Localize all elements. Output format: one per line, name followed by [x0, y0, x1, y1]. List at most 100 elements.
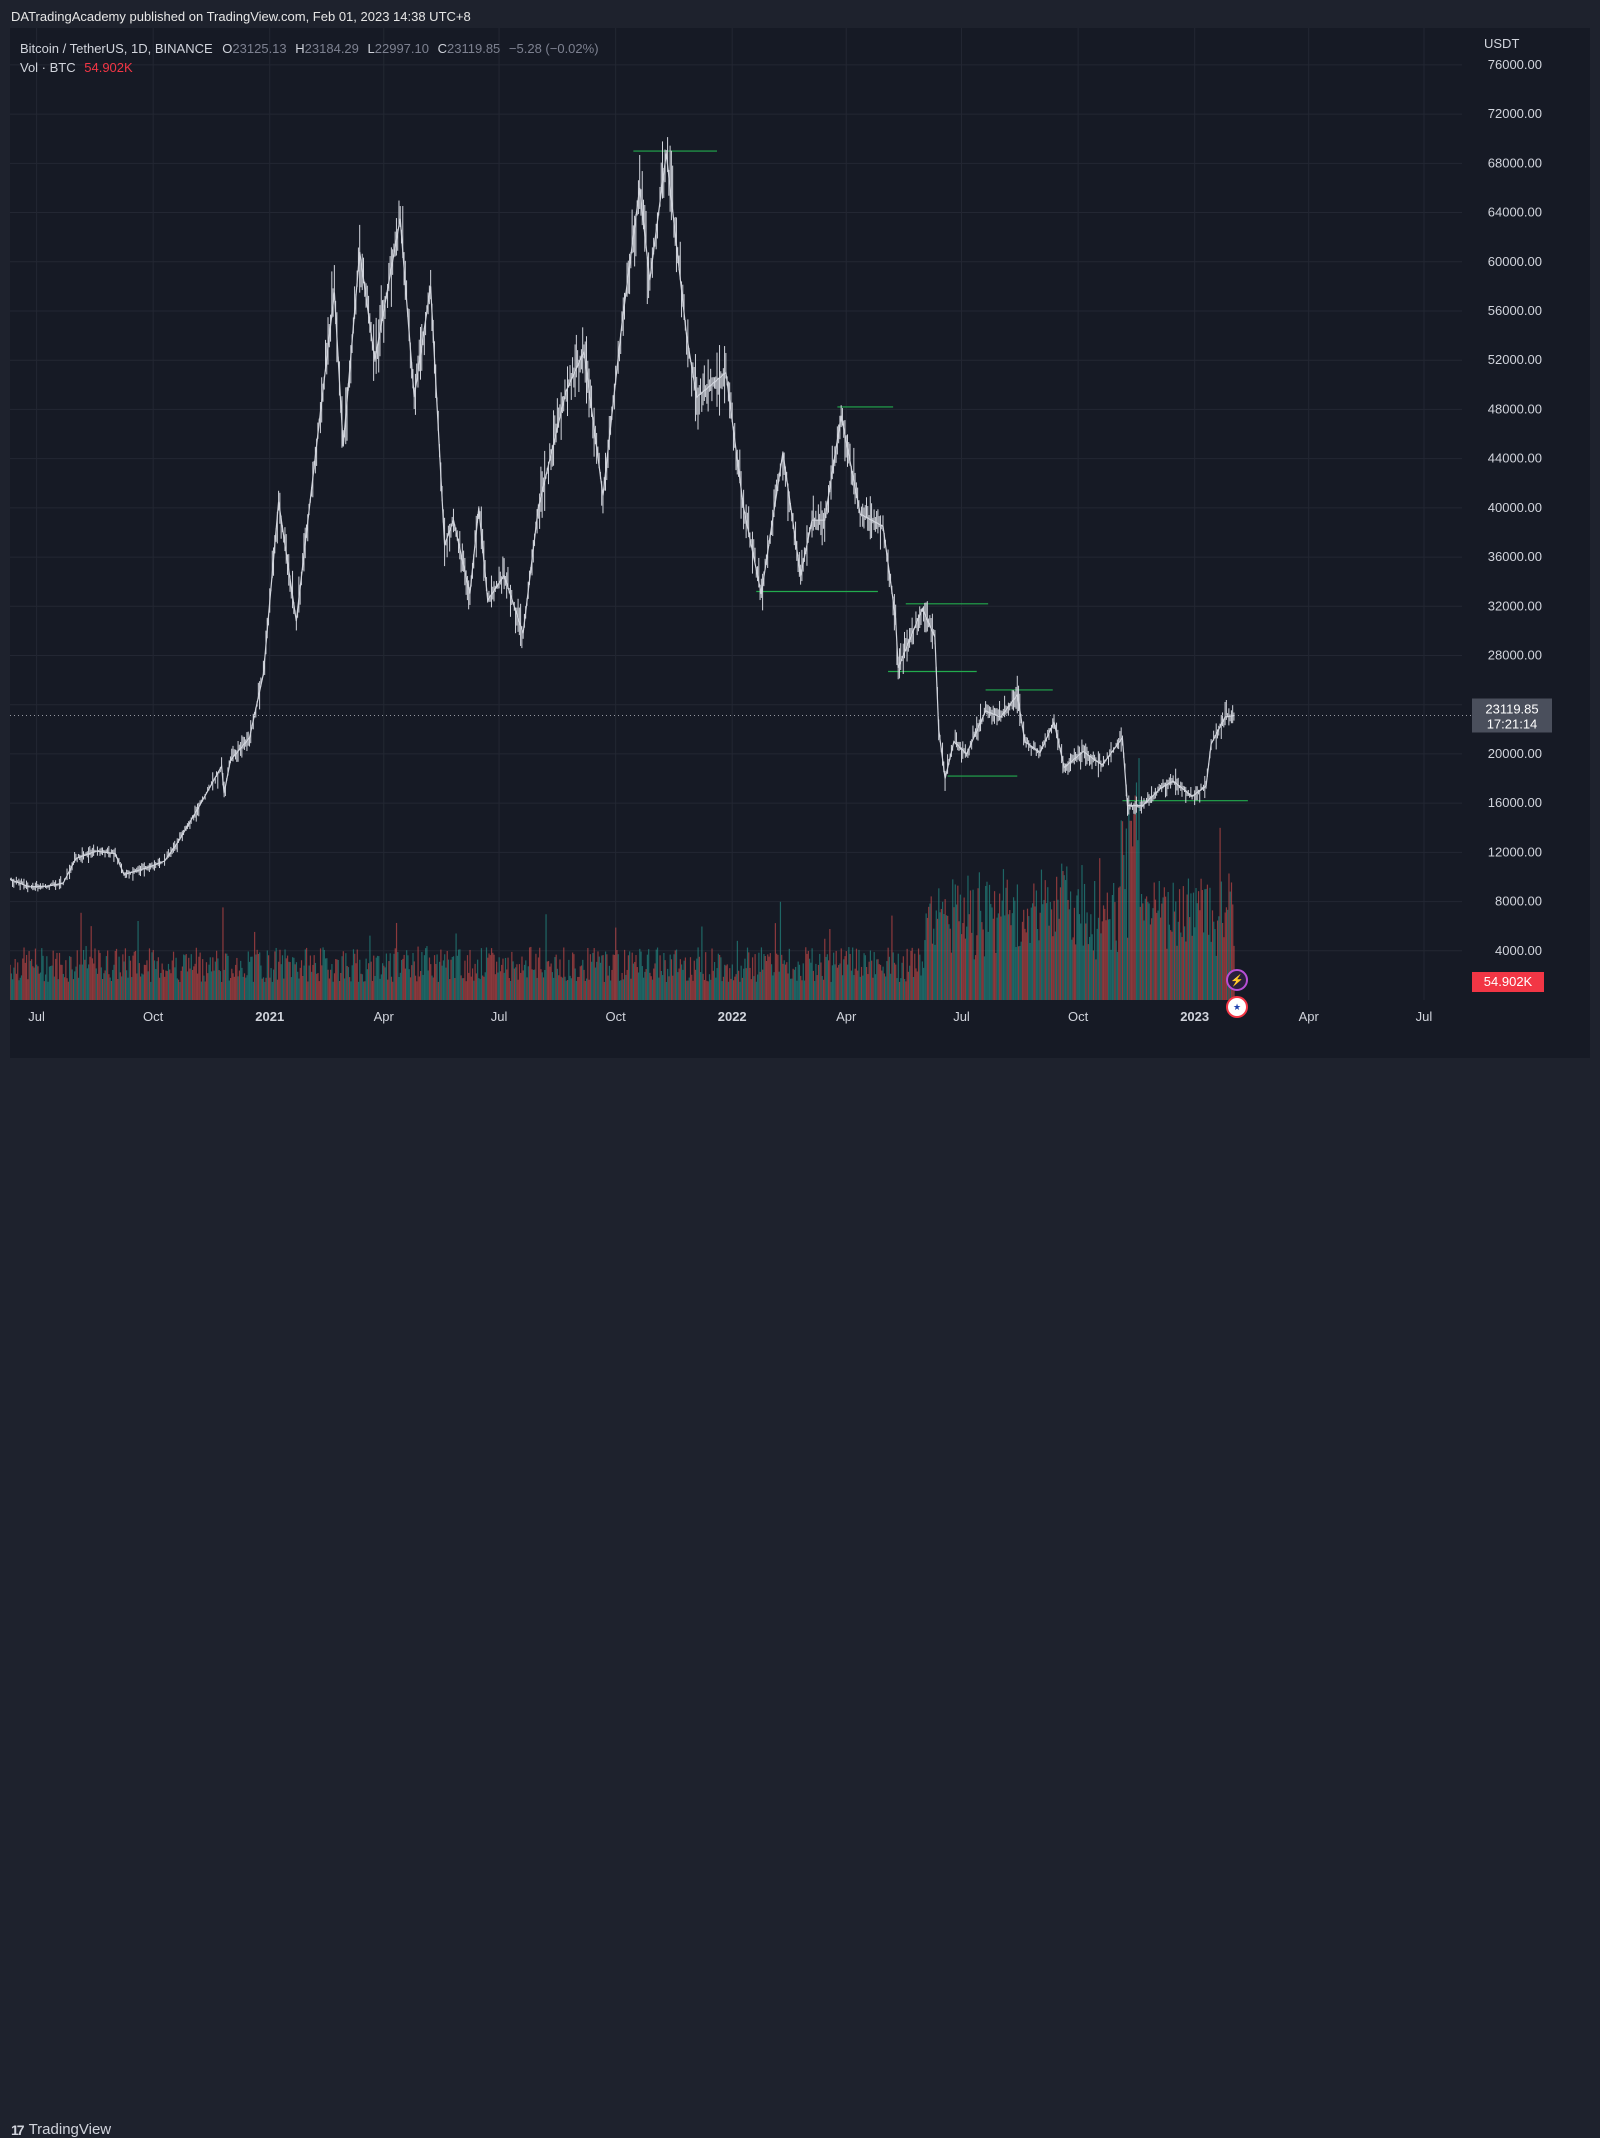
volume-bar	[219, 971, 222, 1000]
volume-bar	[978, 872, 980, 1000]
volume-bar	[81, 964, 83, 1000]
volume-bar	[688, 977, 690, 1000]
legend-open: 23125.13	[232, 41, 287, 56]
volume-bar	[34, 948, 37, 1000]
volume-bar	[55, 958, 57, 1000]
volume-bar	[312, 964, 314, 1000]
volume-bar	[427, 970, 429, 1000]
volume-bar	[580, 965, 583, 1000]
volume-bar	[887, 947, 889, 1000]
volume-bar	[764, 956, 766, 1000]
volume-bar	[1127, 937, 1129, 1000]
volume-bar	[1201, 890, 1203, 1000]
volume-bar	[122, 954, 124, 1000]
volume-bar	[360, 973, 362, 1000]
volume-bar	[658, 977, 660, 1000]
volume-bar	[23, 947, 25, 1000]
volume-bar	[194, 963, 196, 1000]
volume-bar	[46, 956, 48, 1000]
volume-bar	[1138, 758, 1140, 1000]
volume-bar	[298, 978, 300, 1000]
volume-bar	[874, 974, 877, 1000]
volume-bar	[735, 974, 737, 1000]
volume-bar	[1033, 883, 1035, 1000]
volume-bar	[224, 953, 227, 1000]
volume-bar	[278, 961, 280, 1000]
volume-bar	[606, 954, 608, 1000]
volume-bar	[659, 955, 661, 1000]
tradingview-logo[interactable]: 17 TradingView	[11, 2121, 111, 2138]
volume-bar	[404, 968, 407, 1000]
volume-bar	[835, 950, 837, 1000]
volume-bar	[131, 977, 133, 1000]
volume-bar	[632, 963, 635, 1000]
volume-bar	[744, 958, 746, 1000]
volume-bar	[789, 978, 792, 1000]
volume-bar	[636, 967, 638, 1000]
volume-bar	[527, 966, 529, 1000]
volume-bar	[1114, 902, 1116, 1000]
volume-bar	[103, 973, 105, 1000]
x-tick-label: Oct	[606, 1009, 627, 1024]
last-price-value: 23119.85	[1485, 702, 1538, 717]
volume-bar	[896, 978, 898, 1000]
volume-bar	[198, 956, 200, 1000]
volume-bar	[108, 974, 110, 1000]
volume-bar	[98, 950, 100, 1000]
x-tick-label: 2022	[718, 1009, 747, 1024]
volume-bar	[955, 904, 958, 1000]
volume-bar	[48, 966, 50, 1000]
legend-symbol[interactable]: Bitcoin / TetherUS, 1D, BINANCE	[20, 41, 213, 56]
candle-countdown: 17:21:14	[1487, 717, 1538, 732]
volume-bar	[450, 959, 452, 1000]
volume-bar	[515, 967, 517, 1000]
volume-bar	[180, 970, 182, 1000]
volume-bar	[247, 951, 249, 1000]
volume-bar	[1057, 899, 1059, 1000]
volume-bar	[909, 965, 911, 1000]
price-series-line	[10, 153, 1235, 888]
price-chart[interactable]: USDT 76000.00 72000.00 68000.00 64000.00 600…	[10, 28, 1590, 1058]
volume-bar	[656, 947, 659, 1000]
volume-bar	[611, 969, 613, 1000]
legend-volume-label[interactable]: Vol · BTC	[20, 60, 76, 75]
volume-bar	[398, 976, 400, 1000]
y-tick-label: 76000.00	[1488, 57, 1542, 72]
volume-bar	[499, 971, 502, 1000]
volume-bar	[850, 970, 852, 1000]
volume-bar	[232, 973, 234, 1000]
volume-bars	[10, 758, 1235, 1000]
volume-bar	[399, 972, 401, 1000]
volume-bar	[916, 971, 918, 1000]
volume-bar	[782, 963, 784, 1000]
volume-bar	[584, 980, 586, 1000]
us-flag-icon[interactable]: ★	[1226, 996, 1248, 1018]
y-tick-label: 68000.00	[1488, 155, 1542, 170]
volume-bar	[686, 980, 688, 1000]
volume-bar	[1225, 907, 1228, 1000]
volume-bar	[798, 964, 801, 1000]
volume-bar	[435, 963, 437, 1000]
volume-bar	[509, 980, 512, 1000]
volume-bar	[777, 954, 779, 1000]
volume-bar	[1016, 884, 1018, 1000]
volume-bar	[594, 967, 597, 1000]
chart-area[interactable]: USDT 76000.00 72000.00 68000.00 64000.00 600…	[10, 28, 1590, 1058]
volume-bar	[521, 956, 523, 1000]
volume-bar	[573, 954, 575, 1000]
volume-bar	[1031, 903, 1034, 1000]
lightning-icon[interactable]: ⚡	[1226, 969, 1248, 991]
volume-bar	[265, 977, 267, 1000]
volume-bar	[66, 978, 68, 1000]
volume-bar	[980, 910, 982, 1000]
volume-bar	[792, 968, 794, 1000]
volume-bar	[241, 967, 243, 1000]
volume-bar	[572, 952, 574, 1000]
volume-bar	[478, 978, 480, 1000]
volume-bar	[27, 979, 29, 1000]
volume-bar	[384, 967, 386, 1000]
volume-bar	[920, 975, 922, 1000]
volume-bar	[1175, 901, 1177, 1000]
x-tick-label: Oct	[143, 1009, 164, 1024]
volume-bar	[162, 969, 165, 1000]
